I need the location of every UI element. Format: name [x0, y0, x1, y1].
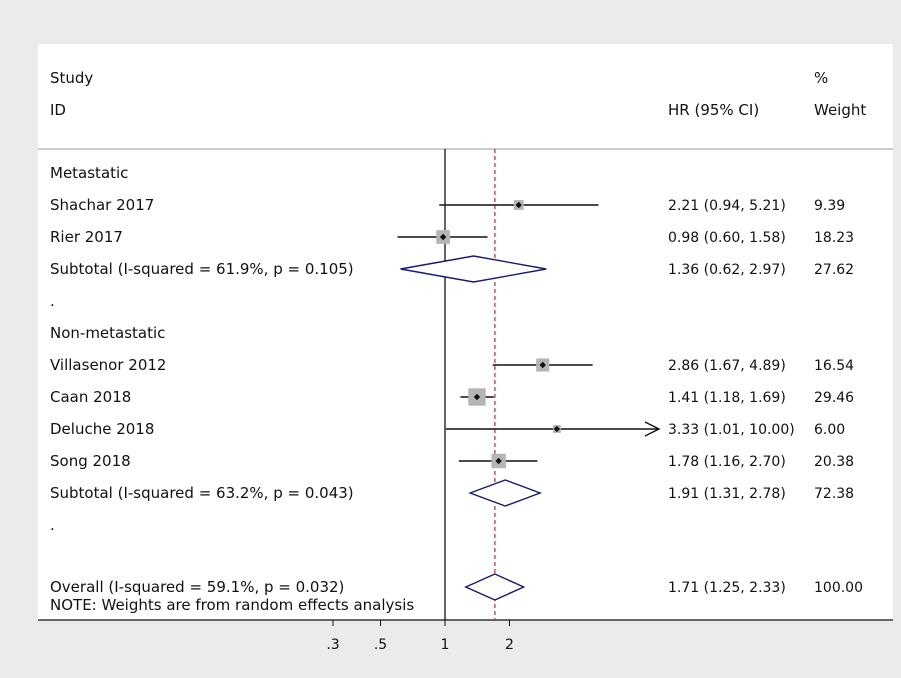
effect-estimate: 3.33 (1.01, 10.00): [668, 422, 795, 438]
footnote: NOTE: Weights are from random effects an…: [50, 596, 414, 614]
row-label: Deluche 2018: [50, 420, 154, 438]
effect-estimate: 1.91 (1.31, 2.78): [668, 486, 786, 502]
row-labels: Metastatic Shachar 2017 2.21 (0.94, 5.21) 9…: [50, 164, 863, 596]
weight-value: 27.62: [814, 262, 854, 278]
weight-value: 18.23: [814, 230, 854, 246]
row-label: Shachar 2017: [50, 196, 154, 214]
subtotal-diamond: [400, 255, 547, 283]
point-estimate: [539, 361, 546, 369]
row-label: Metastatic: [50, 164, 128, 182]
header-study: Study: [50, 69, 93, 87]
weight-value: 16.54: [814, 358, 854, 374]
row-label: Caan 2018: [50, 388, 131, 406]
row-label: .: [50, 516, 55, 534]
point-estimate: [439, 233, 447, 241]
x-tick-label: 2: [505, 637, 514, 653]
header-weight: Weight: [814, 101, 866, 119]
effect-estimate: 2.86 (1.67, 4.89): [668, 358, 786, 374]
row-label: Subtotal (I-squared = 63.2%, p = 0.043): [50, 484, 354, 502]
row-label: Subtotal (I-squared = 61.9%, p = 0.105): [50, 260, 354, 278]
point-estimate: [495, 457, 502, 465]
header-pct: %: [814, 69, 828, 87]
x-tick-label: 1: [441, 637, 450, 653]
overall-diamond: [464, 573, 526, 601]
row-label: Non-metastatic: [50, 324, 165, 342]
point-estimate: [473, 393, 481, 401]
weight-value: 6.00: [814, 422, 845, 438]
row-label: .: [50, 292, 55, 310]
row-label: Rier 2017: [50, 228, 123, 246]
x-axis-ticks: .3 .5 1 2: [326, 620, 514, 653]
effect-estimate: 1.71 (1.25, 2.33): [668, 580, 786, 596]
row-label: Overall (I-squared = 59.1%, p = 0.032): [50, 578, 344, 596]
effect-estimate: 1.78 (1.16, 2.70): [668, 454, 786, 470]
row-label: Villasenor 2012: [50, 356, 166, 374]
effect-estimate: 2.21 (0.94, 5.21): [668, 198, 786, 214]
point-estimate: [553, 425, 561, 433]
weight-value: 100.00: [814, 580, 863, 596]
weight-value: 72.38: [814, 486, 854, 502]
forest-marks: [397, 149, 661, 620]
subtotal-diamond: [468, 479, 543, 507]
effect-estimate: 0.98 (0.60, 1.58): [668, 230, 786, 246]
weight-value: 20.38: [814, 454, 854, 470]
point-estimate: [515, 201, 522, 209]
effect-estimate: 1.36 (0.62, 2.97): [668, 262, 786, 278]
weight-value: 9.39: [814, 198, 845, 214]
header-id: ID: [50, 101, 66, 119]
x-tick-label: .3: [326, 637, 339, 653]
effect-estimate: 1.41 (1.18, 1.69): [668, 390, 786, 406]
x-tick-label: .5: [374, 637, 387, 653]
plot-panel: [38, 44, 893, 620]
ci-arrow: [644, 421, 661, 437]
header-effect: HR (95% CI): [668, 101, 759, 119]
row-label: Song 2018: [50, 452, 131, 470]
weight-value: 29.46: [814, 390, 854, 406]
